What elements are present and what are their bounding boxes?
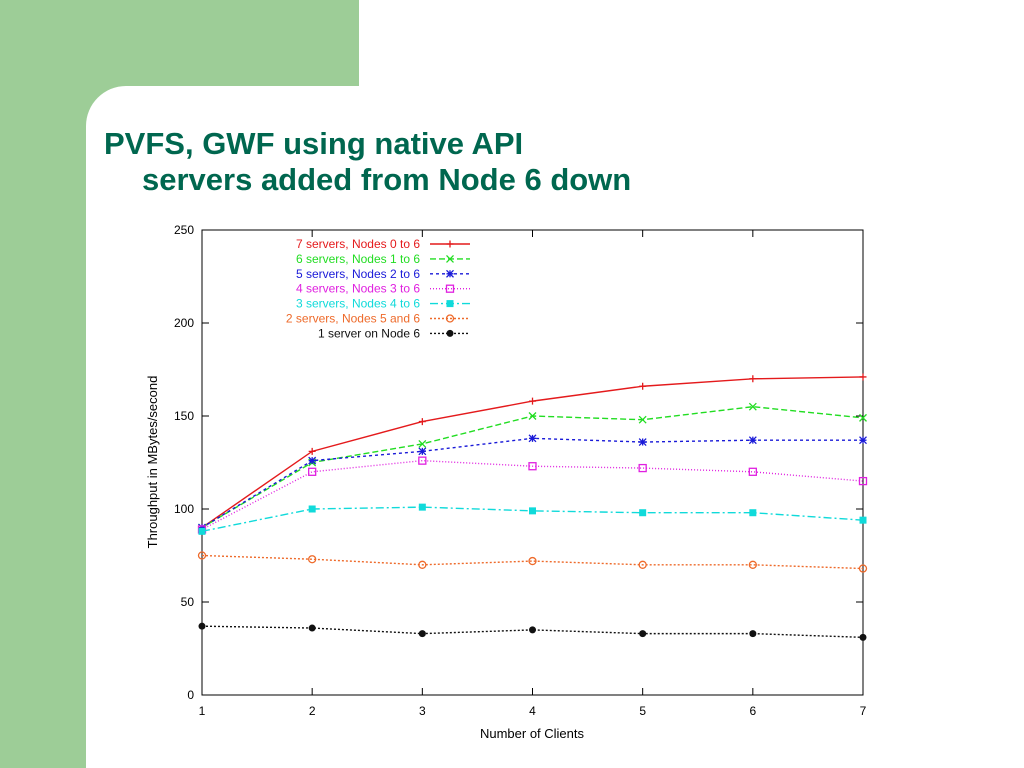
data-point (197, 551, 207, 560)
y-tick-label: 0 (187, 688, 194, 702)
y-tick-label: 50 (181, 595, 195, 609)
data-point (638, 560, 647, 569)
data-point (748, 402, 757, 411)
data-point (859, 436, 867, 445)
data-point (639, 509, 647, 517)
data-point (418, 456, 427, 465)
legend-label: 6 servers, Nodes 1 to 6 (296, 252, 420, 266)
legend-marker (446, 269, 454, 278)
data-point (198, 523, 206, 532)
series-6 (197, 551, 868, 573)
legend-marker (446, 254, 454, 263)
data-point (858, 564, 868, 573)
data-point (858, 476, 868, 486)
legend-label: 5 servers, Nodes 2 to 6 (296, 267, 420, 281)
legend: 7 servers, Nodes 0 to 66 servers, Nodes … (286, 237, 470, 340)
legend-label: 3 servers, Nodes 4 to 6 (296, 297, 420, 311)
x-tick-label: 7 (860, 704, 867, 718)
legend-item: 2 servers, Nodes 5 and 6 (286, 312, 470, 326)
legend-label: 7 servers, Nodes 0 to 6 (296, 237, 420, 251)
data-point (748, 560, 757, 569)
legend-label: 4 servers, Nodes 3 to 6 (296, 282, 420, 296)
y-tick-label: 250 (174, 223, 194, 237)
data-point (198, 622, 206, 630)
y-tick-label: 150 (174, 409, 194, 423)
data-point (748, 436, 757, 445)
data-point (749, 630, 757, 638)
data-point (859, 373, 867, 381)
legend-item: 3 servers, Nodes 4 to 6 (296, 297, 470, 311)
x-tick-label: 1 (199, 704, 206, 718)
data-point (308, 505, 316, 513)
content-panel (86, 86, 1024, 768)
axes: 0 50 100 150 200 250 1 2 3 4 5 6 7 (174, 223, 867, 718)
data-point (418, 439, 427, 448)
data-point (859, 633, 867, 641)
data-point (418, 418, 426, 426)
slide-title-line1: PVFS, GWF using native API (104, 126, 524, 161)
data-point (638, 463, 647, 473)
x-tick-label: 4 (529, 704, 536, 718)
slide-title-line2: servers added from Node 6 down (142, 162, 632, 197)
data-point (639, 382, 647, 390)
data-point (639, 630, 647, 638)
data-point (418, 560, 427, 569)
series-3 (198, 434, 867, 532)
legend-item: 4 servers, Nodes 3 to 6 (296, 282, 470, 296)
data-point (748, 467, 757, 476)
data-point (528, 462, 537, 471)
slide-title: PVFS, GWF using native API servers added… (104, 126, 631, 198)
data-point (418, 447, 427, 456)
data-point (308, 555, 317, 564)
data-point (859, 516, 867, 524)
data-point (308, 447, 316, 455)
data-point (528, 412, 537, 420)
y-tick-label: 100 (174, 502, 194, 516)
y-axis-label: Throughput in MBytes/second (145, 376, 160, 549)
data-point (308, 467, 317, 476)
series-7 (198, 622, 867, 641)
data-point (529, 626, 536, 634)
legend-marker (445, 314, 455, 323)
x-tick-label: 2 (309, 704, 316, 718)
legend-item: 6 servers, Nodes 1 to 6 (296, 252, 470, 266)
x-tick-label: 5 (639, 704, 646, 718)
data-point (638, 438, 647, 446)
series-5 (198, 503, 867, 535)
y-tick-label: 200 (174, 316, 194, 330)
data-point (528, 434, 537, 443)
legend-item: 1 server on Node 6 (318, 326, 470, 340)
data-point (859, 413, 867, 422)
series-4 (197, 456, 868, 534)
legend-label: 2 servers, Nodes 5 and 6 (286, 312, 420, 326)
legend-marker (445, 284, 455, 293)
legend-marker (446, 300, 454, 308)
data-point (418, 630, 426, 638)
legend-marker (446, 240, 454, 248)
data-point (308, 456, 317, 465)
data-point (308, 624, 316, 632)
data-point (418, 503, 426, 511)
x-tick-label: 6 (749, 704, 756, 718)
data-point (528, 556, 537, 566)
data-point (749, 509, 757, 517)
x-axis-label: Number of Clients (480, 726, 585, 741)
legend-marker (446, 329, 454, 337)
background-green-stripe (0, 0, 86, 768)
legend-item: 5 servers, Nodes 2 to 6 (296, 267, 470, 281)
series-lines (197, 373, 868, 641)
x-tick-label: 3 (419, 704, 426, 718)
data-point (749, 375, 757, 383)
data-point (529, 397, 536, 405)
data-point (638, 415, 647, 424)
data-point (529, 507, 536, 515)
legend-item: 7 servers, Nodes 0 to 6 (296, 237, 470, 251)
legend-label: 1 server on Node 6 (318, 326, 420, 340)
data-point (198, 527, 206, 535)
series-line (201, 459, 864, 531)
